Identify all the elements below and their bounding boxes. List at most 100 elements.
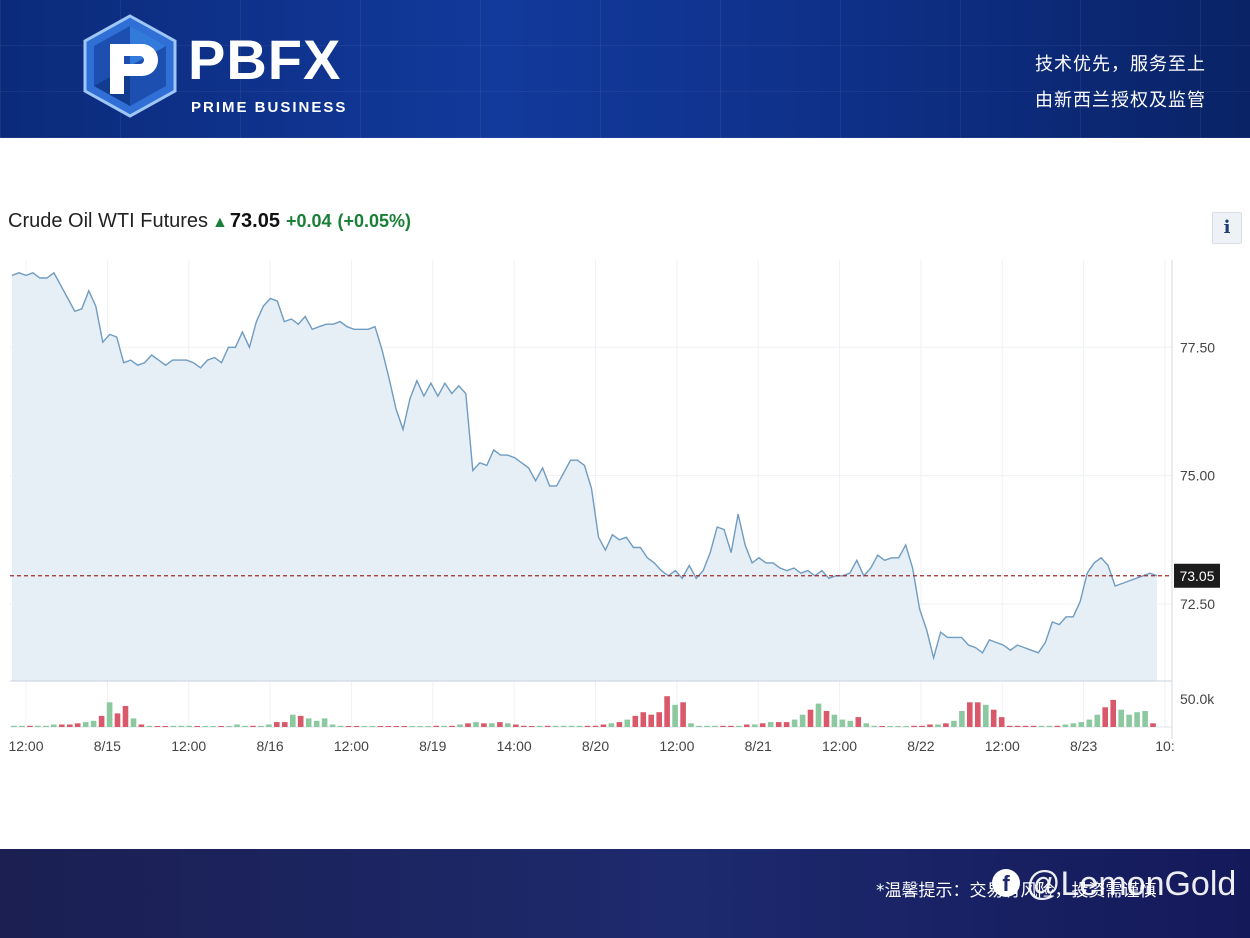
volume-bar — [441, 725, 447, 727]
volume-tick-label: 50.0k — [1180, 691, 1215, 707]
volume-bar — [712, 725, 718, 727]
volume-bar — [616, 722, 623, 727]
volume-bar — [536, 725, 543, 727]
y-tick-label: 75.00 — [1180, 468, 1215, 484]
volume-bar — [1142, 711, 1148, 727]
volume-bar — [82, 722, 89, 727]
y-tick-label: 72.50 — [1180, 596, 1215, 612]
x-tick-label: 10: — [1155, 738, 1174, 754]
volume-bar — [975, 702, 981, 727]
x-tick-label: 12:00 — [8, 738, 43, 754]
volume-bar — [1038, 725, 1045, 727]
volume-bar — [600, 724, 607, 727]
volume-bar — [1022, 725, 1029, 727]
volume-bar — [704, 725, 710, 727]
volume-bar — [640, 712, 647, 727]
volume-bar — [847, 720, 854, 727]
volume-bar — [170, 725, 177, 727]
volume-bar — [11, 725, 17, 727]
volume-bar — [218, 726, 224, 727]
volume-bar — [1110, 699, 1116, 727]
volume-bar — [242, 725, 248, 727]
volume-bar — [998, 717, 1005, 727]
volume-bar — [552, 725, 559, 727]
slogan-line-1: 技术优先，服务至上 — [1035, 54, 1206, 75]
volume-bar — [783, 722, 790, 727]
volume-bar — [584, 725, 591, 727]
volume-bar — [266, 724, 272, 727]
volume-bar — [919, 725, 925, 727]
volume-bar — [1118, 709, 1124, 727]
volume-bar — [728, 725, 734, 727]
volume-bar — [98, 715, 105, 727]
price-area-fill — [12, 272, 1157, 681]
volume-bar — [775, 722, 782, 727]
volume-bar — [879, 726, 885, 727]
info-button[interactable]: i — [1212, 212, 1242, 244]
volume-bar — [1046, 725, 1053, 727]
volume-bar — [74, 723, 81, 727]
x-tick-label: 8/23 — [1070, 738, 1097, 754]
volume-bar — [592, 725, 599, 727]
volume-bar — [688, 723, 694, 727]
volume-bar — [385, 726, 392, 727]
logo-subtitle: PRIME BUSINESS — [191, 99, 348, 116]
x-tick-label: 8/19 — [419, 738, 446, 754]
volume-bar — [465, 723, 471, 727]
volume-bar — [815, 703, 822, 727]
volume-bar — [791, 719, 798, 727]
volume-bar — [632, 715, 639, 727]
volume-bar — [624, 719, 631, 727]
volume-bar — [799, 714, 806, 727]
volume-bar — [90, 720, 97, 727]
x-tick-label: 12:00 — [334, 738, 369, 754]
banner-grid-pattern — [0, 0, 1250, 138]
volume-bar — [497, 722, 503, 727]
volume-bar — [1102, 707, 1108, 727]
volume-bar — [409, 726, 416, 727]
logo-wordmark: PBFX — [188, 28, 342, 91]
volume-bar — [59, 724, 65, 727]
volume-bar — [967, 702, 973, 727]
volume-bar — [194, 726, 200, 727]
volume-bar — [943, 723, 949, 727]
volume-bar — [154, 726, 161, 727]
volume-bar — [767, 722, 774, 727]
volume-bar — [990, 709, 997, 727]
chart-axes: 73.05 77.50 75.00 72.50 50.0k 12:00 8/15 12:00 8… — [8, 260, 1220, 754]
volume-bar — [895, 726, 901, 727]
volume-bar — [250, 725, 256, 727]
volume-bar — [951, 720, 957, 727]
volume-bar — [648, 714, 654, 727]
volume-bar — [178, 725, 185, 727]
volume-bar — [927, 724, 933, 727]
footer-banner: *温馨提示：交易有风险，投资需谨慎 f@LemonGold — [0, 849, 1250, 938]
volume-bars — [10, 696, 1172, 728]
price-change-percent: (+0.05%) — [337, 211, 412, 231]
x-tick-label: 14:00 — [497, 738, 532, 754]
x-tick-label: 8/20 — [582, 738, 609, 754]
price-series-line — [11, 271, 1158, 661]
volume-bar — [353, 726, 360, 727]
price-area — [11, 271, 1158, 681]
volume-bar — [1014, 725, 1021, 727]
volume-bar — [473, 722, 479, 727]
volume-bar — [369, 726, 376, 727]
volume-bar — [290, 714, 296, 727]
volume-bar — [656, 712, 662, 727]
x-tick-label: 8/21 — [745, 738, 772, 754]
volume-bar — [202, 726, 208, 727]
volume-bar — [959, 711, 965, 727]
price-change: +0.04 — [285, 211, 332, 231]
volume-bar — [696, 725, 702, 727]
volume-bar — [863, 723, 870, 727]
x-tick-label: 12:00 — [171, 738, 206, 754]
volume-bar — [839, 719, 846, 727]
volume-bar — [313, 720, 320, 727]
volume-bar — [759, 723, 766, 727]
last-price-tag — [1174, 563, 1220, 588]
volume-bar — [736, 725, 742, 727]
volume-bar — [337, 725, 344, 727]
volume-bar — [35, 725, 41, 727]
volume-bar — [1030, 725, 1037, 727]
